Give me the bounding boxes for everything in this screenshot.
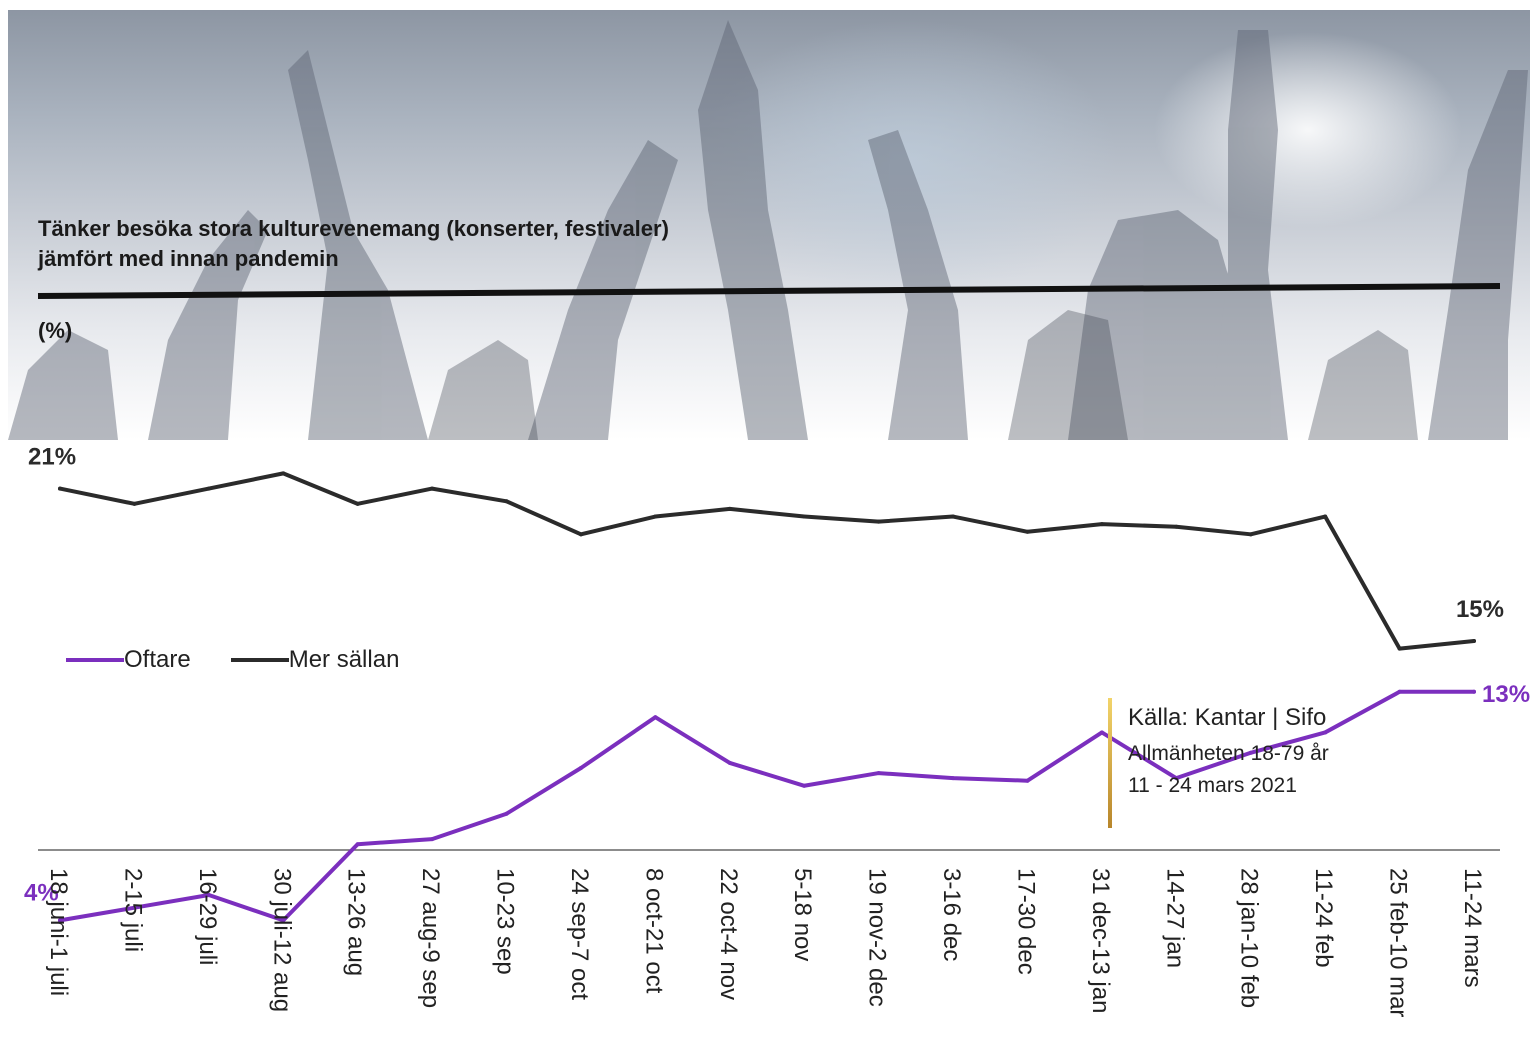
data-point-mer-s-llan-2 (206, 486, 211, 491)
data-point-mer-s-llan-1 (132, 501, 137, 506)
chart-title-line2: jämfört med innan pandemin (38, 246, 339, 271)
x-tick-label-19: 11-24 mars (1459, 868, 1486, 988)
legend-item-oftare: Oftare (66, 646, 191, 674)
data-point-oftare-17 (1323, 730, 1328, 735)
data-point-mer-s-llan-9 (727, 506, 732, 511)
data-point-mer-s-llan-7 (578, 532, 583, 537)
x-tick-label-9: 22 oct-4 nov (715, 868, 742, 1000)
data-point-mer-s-llan-6 (504, 499, 509, 504)
x-tick-label-14: 31 dec-13 jan (1087, 868, 1114, 1013)
data-point-oftare-6 (504, 811, 509, 816)
data-point-mer-s-llan-5 (430, 486, 435, 491)
source-accent-bar (1108, 698, 1112, 828)
data-label-mer-s-llan-19: 15% (1456, 596, 1504, 623)
x-tick-label-12: 3-16 dec (938, 868, 965, 961)
data-point-mer-s-llan-8 (653, 514, 658, 519)
data-point-oftare-18 (1397, 689, 1402, 694)
data-point-mer-s-llan-18 (1397, 646, 1402, 651)
x-tick-label-16: 28 jan-10 feb (1236, 868, 1263, 1008)
data-point-oftare-9 (727, 760, 732, 765)
x-tick-label-11: 19 nov-2 dec (864, 868, 891, 1007)
series-line-oftare (58, 689, 1476, 923)
source-line3: 11 - 24 mars 2021 (1128, 774, 1297, 797)
data-point-oftare-10 (802, 783, 807, 788)
data-point-mer-s-llan-16 (1248, 532, 1253, 537)
x-tick-label-6: 10-23 sep (492, 868, 519, 975)
source-box: Källa: Kantar | Sifo Allmänheten 18-79 å… (1108, 698, 1408, 828)
data-point-mer-s-llan-19 (1472, 639, 1476, 643)
data-point-mer-s-llan-13 (1025, 529, 1030, 534)
data-point-oftare-19 (1472, 689, 1476, 694)
data-point-mer-s-llan-0 (58, 486, 62, 491)
x-tick-label-1: 2-15 juli (119, 868, 146, 952)
x-tick-label-4: 13-26 aug (343, 868, 370, 976)
legend-swatch-mer-sallan (230, 658, 289, 662)
data-point-oftare-14 (1099, 730, 1104, 735)
legend-label-mer-sallan: Mer sällan (288, 646, 400, 673)
data-label-oftare-0: 4% (24, 879, 59, 906)
unit-label: (%) (38, 318, 73, 343)
x-tick-label-7: 24 sep-7 oct (566, 868, 593, 1000)
x-tick-label-2: 16-29 juli (194, 868, 221, 965)
data-point-oftare-12 (951, 776, 956, 781)
data-point-oftare-11 (876, 771, 881, 776)
data-point-oftare-1 (132, 905, 137, 910)
x-tick-label-13: 17-30 dec (1012, 868, 1039, 975)
data-point-oftare-5 (430, 837, 435, 842)
x-tick-label-10: 5-18 nov (789, 868, 816, 961)
source-line2: Allmänheten 18-79 år (1128, 742, 1329, 765)
data-point-mer-s-llan-3 (281, 471, 286, 476)
data-point-oftare-13 (1025, 778, 1030, 783)
legend-swatch-oftare (66, 658, 124, 662)
data-point-oftare-0 (58, 918, 62, 923)
chart-legend: Oftare Mer sällan (66, 646, 439, 674)
x-tick-label-15: 14-27 jan (1161, 868, 1188, 968)
x-tick-label-18: 25 feb-10 mar (1385, 868, 1412, 1017)
data-point-mer-s-llan-10 (802, 514, 807, 519)
data-point-mer-s-llan-15 (1174, 524, 1179, 529)
data-point-mer-s-llan-14 (1099, 522, 1104, 527)
x-tick-label-17: 11-24 feb (1310, 868, 1337, 968)
x-tick-label-8: 8 oct-21 oct (640, 868, 667, 994)
x-tick-label-3: 30 juli-12 aug (268, 868, 295, 1012)
x-tick-label-5: 27 aug-9 sep (417, 868, 444, 1008)
chart-title-line1: Tänker besöka stora kulturevenemang (kon… (38, 216, 669, 241)
title-underline (37, 283, 1501, 299)
data-point-oftare-16 (1248, 750, 1253, 755)
data-point-oftare-3 (281, 918, 286, 923)
data-point-mer-s-llan-4 (355, 501, 360, 506)
legend-item-mer-sallan: Mer sällan (230, 646, 400, 674)
data-point-oftare-2 (206, 893, 211, 897)
data-point-oftare-8 (653, 715, 658, 720)
data-point-mer-s-llan-17 (1323, 514, 1328, 519)
legend-label-oftare: Oftare (124, 646, 191, 673)
data-point-mer-s-llan-11 (876, 519, 881, 524)
data-label-oftare-19: 13% (1482, 681, 1530, 708)
data-point-oftare-15 (1174, 776, 1179, 781)
chart-title: Tänker besöka stora kulturevenemang (kon… (38, 214, 669, 274)
x-tick-label-0: 18 juni-1 juli (45, 868, 72, 996)
data-point-oftare-4 (355, 842, 360, 847)
concert-crowd-background-image (8, 10, 1530, 440)
source-line1: Källa: Kantar | Sifo (1128, 704, 1327, 731)
data-point-mer-s-llan-12 (951, 514, 956, 519)
data-point-oftare-7 (578, 766, 583, 770)
data-label-mer-s-llan-0: 21% (28, 444, 76, 471)
series-line-mer-s-llan (58, 471, 1476, 651)
